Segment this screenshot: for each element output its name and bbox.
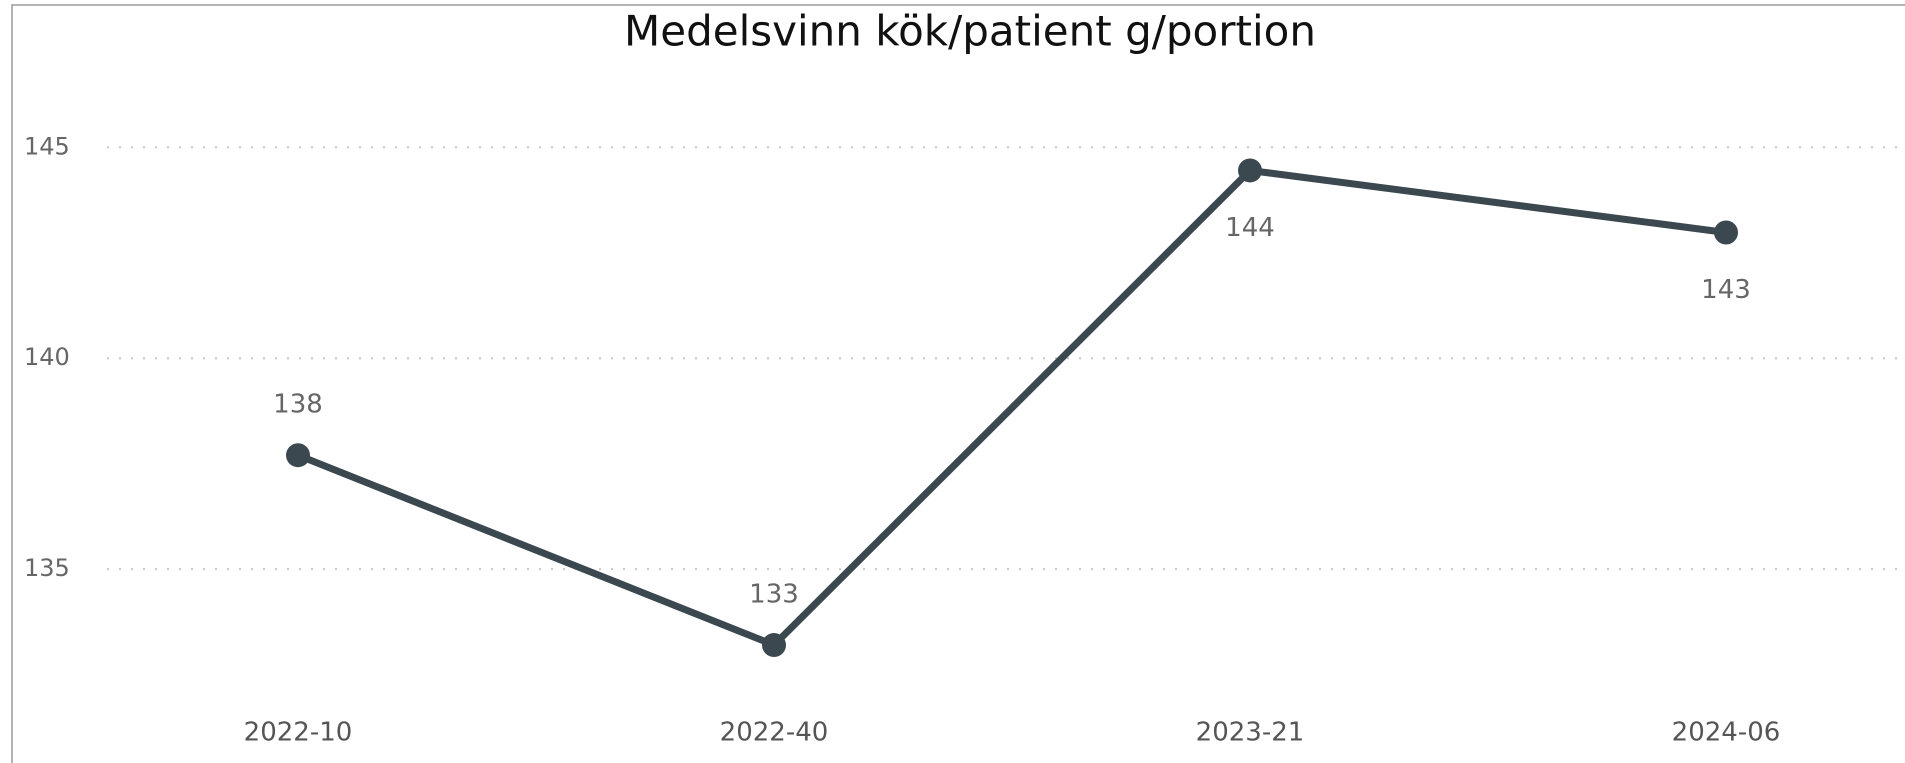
marker — [762, 633, 786, 658]
marker — [1714, 220, 1738, 245]
x-tick-label: 2024-06 — [1672, 718, 1781, 748]
y-tick-label: 140 — [24, 343, 70, 371]
data-label: 143 — [1701, 275, 1751, 305]
x-tick-label: 2023-21 — [1196, 718, 1305, 748]
x-tick-label: 2022-40 — [720, 718, 829, 748]
chart-title: Medelsvinn kök/patient g/portion — [624, 7, 1316, 56]
data-label: 138 — [273, 390, 323, 420]
line — [296, 166, 1727, 649]
frame — [11, 4, 1905, 763]
y-tick-label: 145 — [24, 132, 70, 160]
marker — [286, 443, 310, 468]
data-label: 144 — [1225, 213, 1275, 243]
data-label: 133 — [749, 580, 799, 610]
x-tick-label: 2022-10 — [244, 718, 353, 748]
marker — [1238, 158, 1262, 183]
y-tick-label: 135 — [24, 554, 70, 582]
